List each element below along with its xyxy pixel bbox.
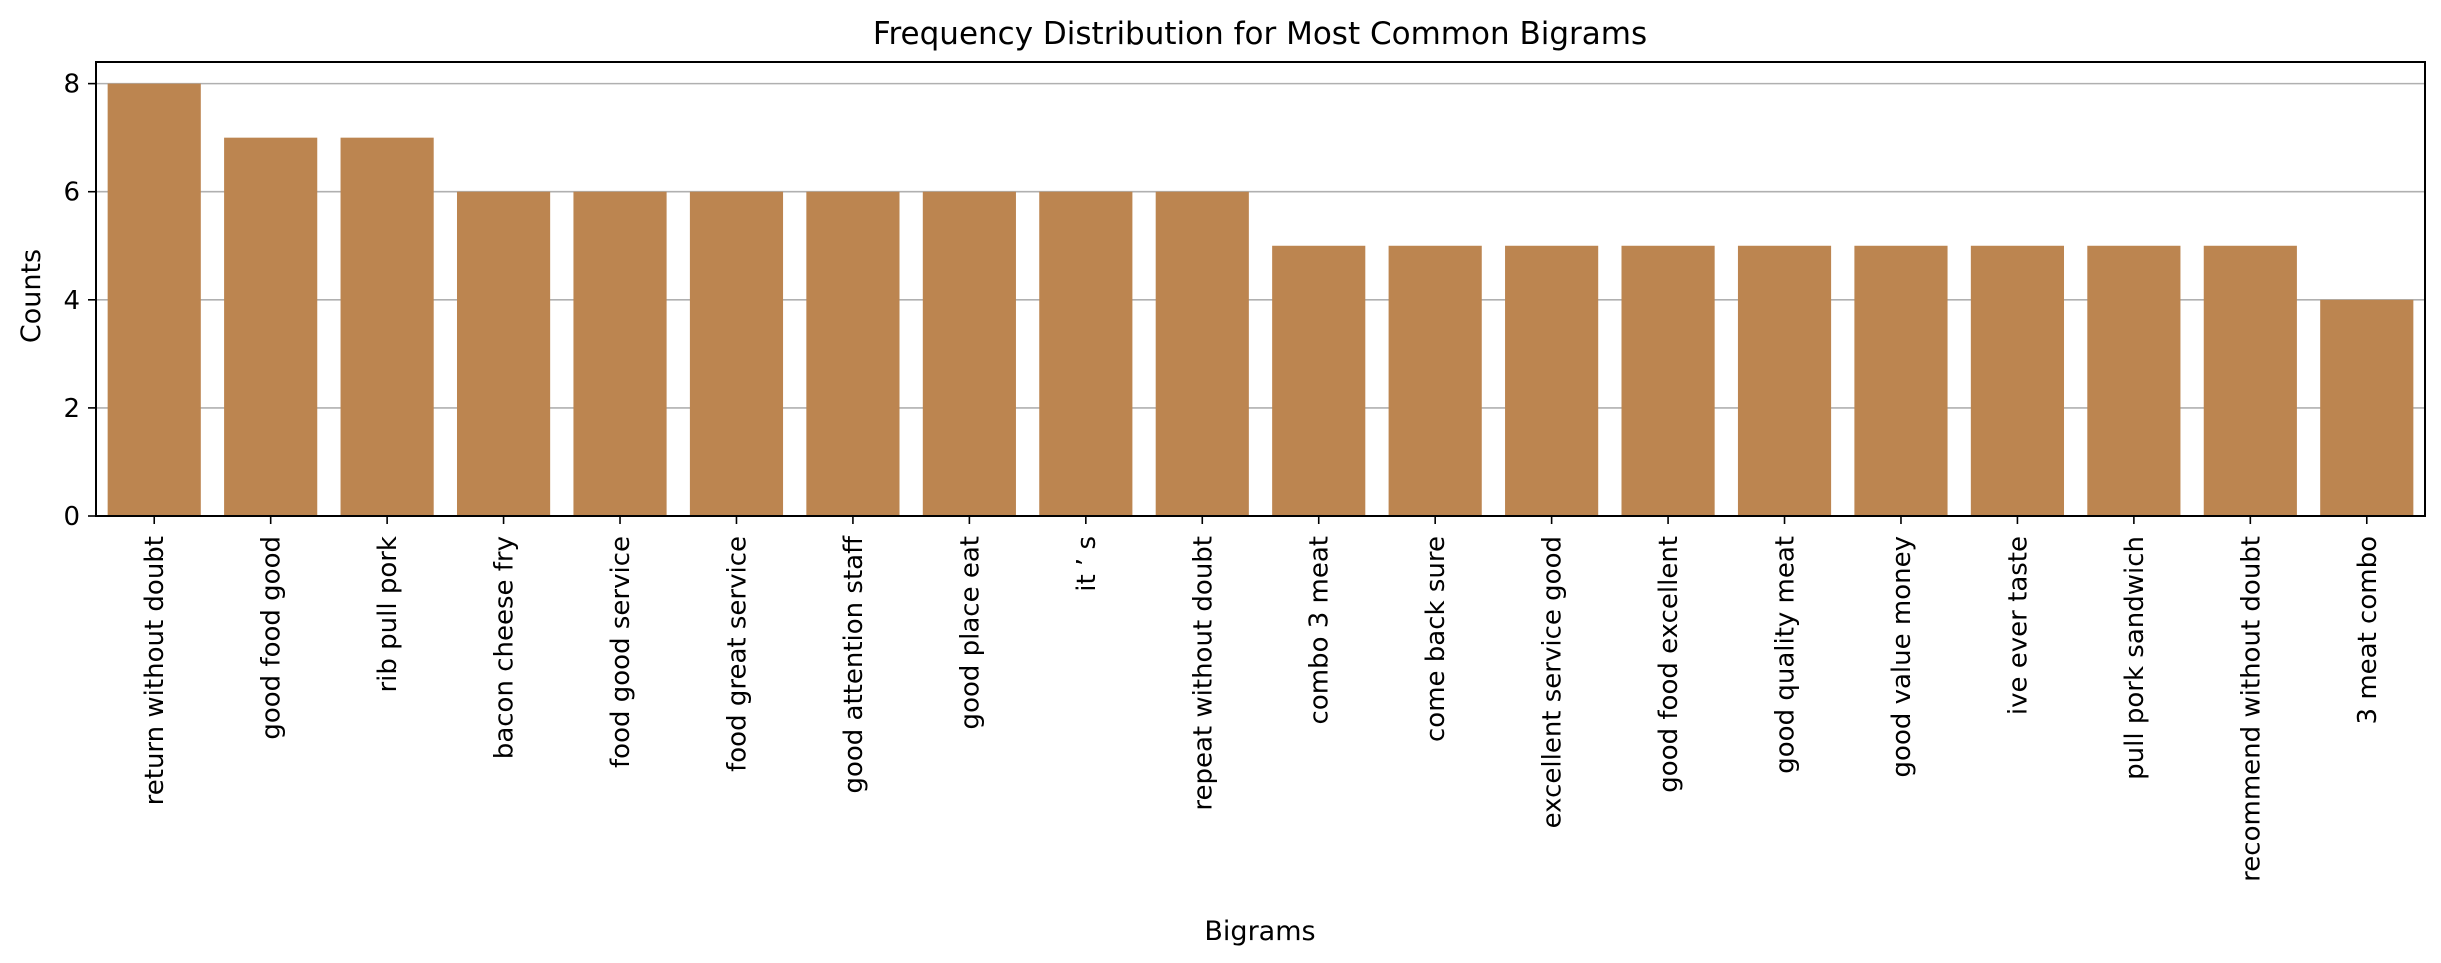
bar: [573, 191, 667, 516]
bar: [1388, 245, 1482, 516]
x-tick-label: good food good: [257, 536, 287, 740]
x-tick-label: good place eat: [955, 536, 985, 729]
y-tick-label: 2: [63, 394, 80, 424]
x-tick-label: good value money: [1887, 536, 1917, 777]
y-tick-label: 8: [63, 70, 80, 100]
bar: [1039, 191, 1133, 516]
bar: [922, 191, 1016, 516]
axis-layer: [95, 61, 2426, 517]
x-tick-label: return without doubt: [140, 536, 170, 805]
bar: [1970, 245, 2065, 516]
y-tick-label: 0: [63, 502, 80, 532]
x-tick-label: pull pork sandwich: [2120, 536, 2150, 780]
x-tick-label: good attention staff: [839, 535, 869, 794]
y-tick-label: 6: [63, 178, 80, 208]
bar: [1737, 245, 1832, 516]
bar: [1854, 245, 1948, 516]
bar: [2203, 245, 2297, 516]
bar: [224, 137, 318, 516]
chart-title: Frequency Distribution for Most Common B…: [873, 16, 1647, 52]
grid-layer: [96, 82, 2425, 517]
x-tick-label: excellent service good: [1538, 536, 1568, 828]
x-tick-label: come back sure: [1421, 536, 1451, 742]
bar: [456, 191, 551, 516]
bar: [1621, 245, 1715, 516]
x-tick-label: bacon cheese fry: [490, 536, 520, 759]
bar: [689, 191, 784, 516]
x-tick-label: food great service: [722, 536, 752, 772]
x-tick-label: ive ever taste: [2003, 536, 2033, 715]
bar: [1155, 191, 1249, 516]
x-tick-label: combo 3 meat: [1305, 536, 1335, 724]
bar: [107, 83, 201, 516]
x-tick-label: it ’ s: [1072, 536, 1102, 592]
bar: [1505, 245, 1599, 516]
bar: [340, 137, 434, 516]
y-axis-label: Counts: [16, 249, 47, 343]
plot-frame: [95, 61, 2426, 517]
x-tick-label: food good service: [606, 536, 636, 768]
x-tick-label: good quality meat: [1771, 536, 1801, 774]
x-tick-label: 3 meat combo: [2353, 536, 2383, 724]
x-axis-label: Bigrams: [1204, 916, 1315, 947]
x-tick-label: good food excellent: [1654, 536, 1684, 793]
x-tick-label: rib pull pork: [373, 536, 403, 693]
bar: [1272, 245, 1366, 516]
tick-layer: 0 2 4 6 8 return without doubt good food good r…: [63, 70, 2382, 882]
x-tick-label: recommend without doubt: [2236, 536, 2266, 882]
bar: [2320, 299, 2414, 516]
bar-layer: [107, 83, 2414, 516]
bar: [806, 191, 900, 516]
y-tick-label: 4: [63, 286, 80, 316]
x-tick-label: repeat without doubt: [1188, 536, 1218, 811]
bar: [2087, 245, 2181, 516]
